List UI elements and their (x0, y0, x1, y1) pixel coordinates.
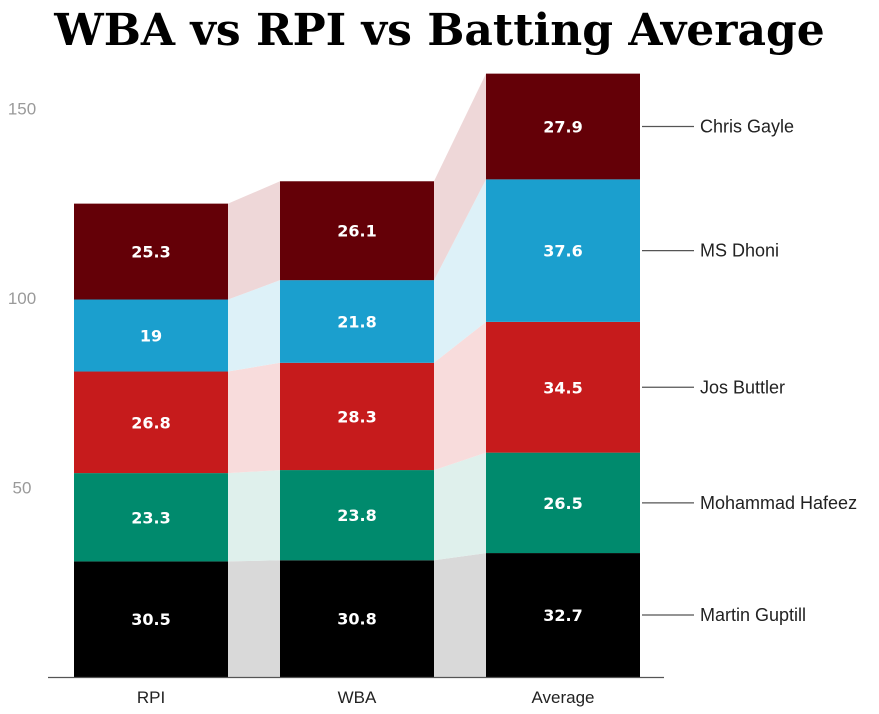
ribbon-jos-buttler-2 (434, 321, 486, 471)
bar-average-mohammad-hafeez (486, 452, 640, 554)
bar-average-chris-gayle (486, 73, 640, 180)
legend-layer: Martin Guptill Mohammad Hafeez Jos Buttler… (642, 117, 857, 625)
bars-layer (74, 73, 640, 677)
data-label: 26.5 (543, 494, 582, 513)
data-label: 26.1 (337, 222, 376, 241)
y-tick-label: 50 (13, 479, 32, 498)
data-label: 28.3 (337, 407, 376, 426)
bar-wba-jos-buttler (280, 362, 434, 471)
data-label: 37.6 (543, 242, 582, 261)
x-tick-label: WBA (338, 688, 377, 707)
legend-label: Chris Gayle (700, 117, 794, 137)
bar-wba-martin-guptill (280, 560, 434, 677)
ribbon-chris-gayle-1 (228, 181, 280, 300)
data-label: 23.8 (337, 506, 376, 525)
data-label: 23.3 (131, 508, 170, 527)
data-label: 27.9 (543, 118, 582, 137)
data-label: 30.8 (337, 610, 376, 629)
data-label: 32.7 (543, 606, 582, 625)
bar-average-martin-guptill (486, 553, 640, 677)
legend-label: MS Dhoni (700, 241, 779, 261)
bar-wba-chris-gayle (280, 181, 434, 281)
data-label: 26.8 (131, 413, 170, 432)
x-tick-label: RPI (137, 688, 165, 707)
x-tick-label: Average (531, 688, 594, 707)
bar-rpi-martin-guptill (74, 561, 228, 677)
ribbon-martin-guptill-1 (228, 560, 280, 677)
bar-rpi-ms-dhoni (74, 299, 228, 372)
axis-layer: 50 100 150 RPI WBA Average (8, 100, 664, 707)
data-label: 19 (140, 327, 162, 346)
chart-title: WBA vs RPI vs Batting Average (54, 5, 825, 56)
ribbon-chris-gayle-2 (434, 73, 486, 281)
legend-label: Jos Buttler (700, 377, 785, 397)
bar-rpi-mohammad-hafeez (74, 473, 228, 562)
bar-average-jos-buttler (486, 321, 640, 453)
bar-average-ms-dhoni (486, 179, 640, 322)
ribbon-mohammad-hafeez-1 (228, 470, 280, 562)
legend-label: Mohammad Hafeez (700, 493, 857, 513)
ribbon-jos-buttler-1 (228, 362, 280, 474)
ribbon-ms-dhoni-1 (228, 280, 280, 372)
y-tick-label: 150 (8, 100, 36, 119)
y-tick-label: 100 (8, 289, 36, 308)
segment-labels-layer: 30.5 30.8 32.7 23.3 23.8 26.5 26.8 28.3 34.5 19 21… (131, 118, 582, 630)
ribbon-mohammad-hafeez-2 (434, 452, 486, 561)
bar-rpi-jos-buttler (74, 371, 228, 474)
ribbon-ms-dhoni-2 (434, 179, 486, 363)
data-label: 25.3 (131, 243, 170, 262)
data-label: 34.5 (543, 378, 582, 397)
bar-rpi-chris-gayle (74, 203, 228, 300)
data-label: 21.8 (337, 312, 376, 331)
bar-wba-ms-dhoni (280, 280, 434, 363)
data-label: 30.5 (131, 610, 170, 629)
ribbons-layer (228, 73, 486, 677)
ribbon-martin-guptill-2 (434, 553, 486, 677)
legend-label: Martin Guptill (700, 605, 806, 625)
bar-wba-mohammad-hafeez (280, 470, 434, 561)
